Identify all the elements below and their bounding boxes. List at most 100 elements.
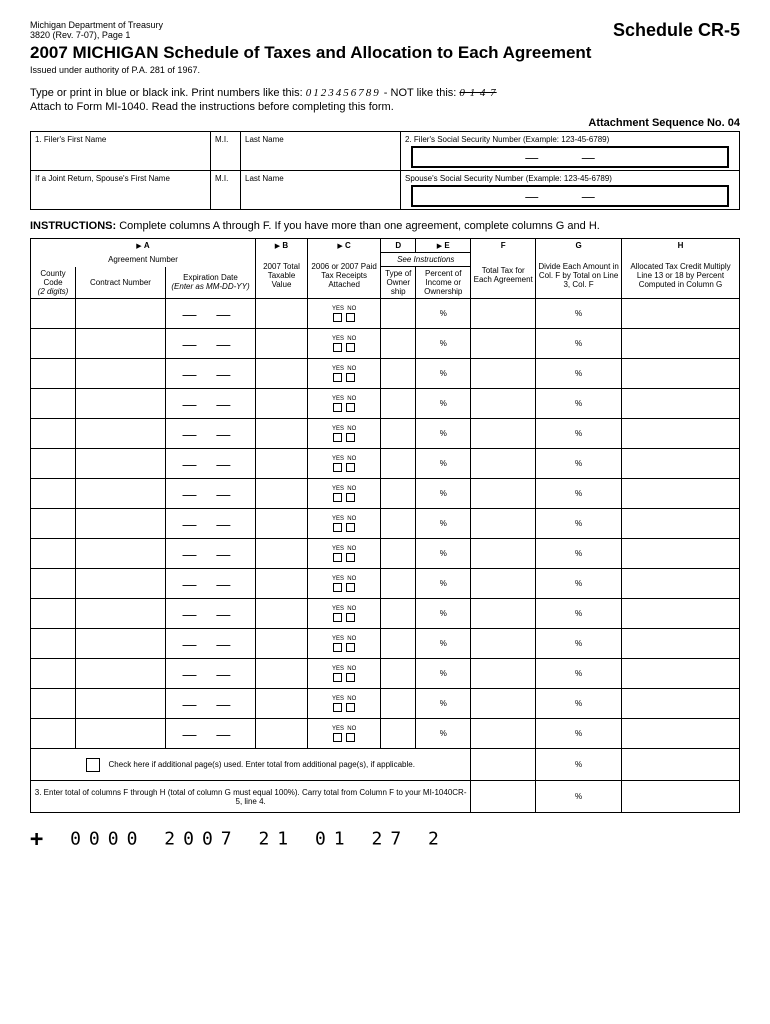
contract-number-cell[interactable]	[76, 719, 166, 749]
no-checkbox[interactable]	[346, 673, 355, 682]
yes-checkbox[interactable]	[333, 613, 342, 622]
yes-checkbox[interactable]	[333, 313, 342, 322]
taxable-value-cell[interactable]	[256, 689, 308, 719]
expiration-cell[interactable]: — —	[166, 539, 256, 569]
taxable-value-cell[interactable]	[256, 479, 308, 509]
taxable-value-cell[interactable]	[256, 509, 308, 539]
col-g-cell[interactable]: %	[536, 719, 622, 749]
receipts-cell[interactable]: YES NO	[308, 719, 381, 749]
no-checkbox[interactable]	[346, 403, 355, 412]
taxable-value-cell[interactable]	[256, 539, 308, 569]
col-g-cell[interactable]: %	[536, 419, 622, 449]
contract-number-cell[interactable]	[76, 359, 166, 389]
no-checkbox[interactable]	[346, 643, 355, 652]
contract-number-cell[interactable]	[76, 539, 166, 569]
total-tax-cell[interactable]	[471, 569, 536, 599]
no-checkbox[interactable]	[346, 703, 355, 712]
yes-checkbox[interactable]	[333, 553, 342, 562]
expiration-cell[interactable]: — —	[166, 629, 256, 659]
taxable-value-cell[interactable]	[256, 359, 308, 389]
taxable-value-cell[interactable]	[256, 449, 308, 479]
total-tax-cell[interactable]	[471, 629, 536, 659]
expiration-cell[interactable]: — —	[166, 389, 256, 419]
receipts-cell[interactable]: YES NO	[308, 599, 381, 629]
yes-checkbox[interactable]	[333, 493, 342, 502]
no-checkbox[interactable]	[346, 733, 355, 742]
ownership-type-cell[interactable]	[381, 479, 416, 509]
taxable-value-cell[interactable]	[256, 299, 308, 329]
expiration-cell[interactable]: — —	[166, 509, 256, 539]
percent-cell[interactable]: %	[416, 359, 471, 389]
yes-checkbox[interactable]	[333, 343, 342, 352]
ownership-type-cell[interactable]	[381, 629, 416, 659]
total-tax-cell[interactable]	[471, 599, 536, 629]
col-g-cell[interactable]: %	[536, 569, 622, 599]
taxable-value-cell[interactable]	[256, 419, 308, 449]
yes-checkbox[interactable]	[333, 673, 342, 682]
yes-checkbox[interactable]	[333, 373, 342, 382]
yes-checkbox[interactable]	[333, 643, 342, 652]
expiration-cell[interactable]: — —	[166, 359, 256, 389]
ownership-type-cell[interactable]	[381, 599, 416, 629]
receipts-cell[interactable]: YES NO	[308, 659, 381, 689]
total-tax-cell[interactable]	[471, 539, 536, 569]
taxable-value-cell[interactable]	[256, 599, 308, 629]
total-tax-cell[interactable]	[471, 689, 536, 719]
col-h-cell[interactable]	[621, 449, 739, 479]
contract-number-cell[interactable]	[76, 389, 166, 419]
no-checkbox[interactable]	[346, 493, 355, 502]
expiration-cell[interactable]: — —	[166, 329, 256, 359]
contract-number-cell[interactable]	[76, 329, 166, 359]
col-h-cell[interactable]	[621, 419, 739, 449]
ownership-type-cell[interactable]	[381, 509, 416, 539]
col-g-cell[interactable]: %	[536, 659, 622, 689]
contract-number-cell[interactable]	[76, 629, 166, 659]
ownership-type-cell[interactable]	[381, 539, 416, 569]
percent-cell[interactable]: %	[416, 419, 471, 449]
expiration-cell[interactable]: — —	[166, 479, 256, 509]
county-code-cell[interactable]	[31, 329, 76, 359]
col-g-cell[interactable]: %	[536, 479, 622, 509]
no-checkbox[interactable]	[346, 613, 355, 622]
col-h-cell[interactable]	[621, 689, 739, 719]
expiration-cell[interactable]: — —	[166, 569, 256, 599]
col-h-cell[interactable]	[621, 659, 739, 689]
percent-cell[interactable]: %	[416, 389, 471, 419]
contract-number-cell[interactable]	[76, 449, 166, 479]
no-checkbox[interactable]	[346, 433, 355, 442]
col-g-cell[interactable]: %	[536, 629, 622, 659]
contract-number-cell[interactable]	[76, 509, 166, 539]
expiration-cell[interactable]: — —	[166, 419, 256, 449]
col-h-cell[interactable]	[621, 299, 739, 329]
county-code-cell[interactable]	[31, 539, 76, 569]
receipts-cell[interactable]: YES NO	[308, 299, 381, 329]
percent-cell[interactable]: %	[416, 659, 471, 689]
total-tax-cell[interactable]	[471, 329, 536, 359]
yes-checkbox[interactable]	[333, 433, 342, 442]
no-checkbox[interactable]	[346, 373, 355, 382]
county-code-cell[interactable]	[31, 719, 76, 749]
receipts-cell[interactable]: YES NO	[308, 539, 381, 569]
expiration-cell[interactable]: — —	[166, 449, 256, 479]
receipts-cell[interactable]: YES NO	[308, 389, 381, 419]
percent-cell[interactable]: %	[416, 539, 471, 569]
percent-cell[interactable]: %	[416, 449, 471, 479]
percent-cell[interactable]: %	[416, 479, 471, 509]
col-g-cell[interactable]: %	[536, 449, 622, 479]
col-g-cell[interactable]: %	[536, 539, 622, 569]
yes-checkbox[interactable]	[333, 403, 342, 412]
taxable-value-cell[interactable]	[256, 719, 308, 749]
percent-cell[interactable]: %	[416, 299, 471, 329]
contract-number-cell[interactable]	[76, 689, 166, 719]
expiration-cell[interactable]: — —	[166, 719, 256, 749]
no-checkbox[interactable]	[346, 463, 355, 472]
receipts-cell[interactable]: YES NO	[308, 329, 381, 359]
county-code-cell[interactable]	[31, 419, 76, 449]
ownership-type-cell[interactable]	[381, 359, 416, 389]
ownership-type-cell[interactable]	[381, 449, 416, 479]
total-tax-cell[interactable]	[471, 509, 536, 539]
ownership-type-cell[interactable]	[381, 329, 416, 359]
receipts-cell[interactable]: YES NO	[308, 689, 381, 719]
expiration-cell[interactable]: — —	[166, 599, 256, 629]
percent-cell[interactable]: %	[416, 629, 471, 659]
